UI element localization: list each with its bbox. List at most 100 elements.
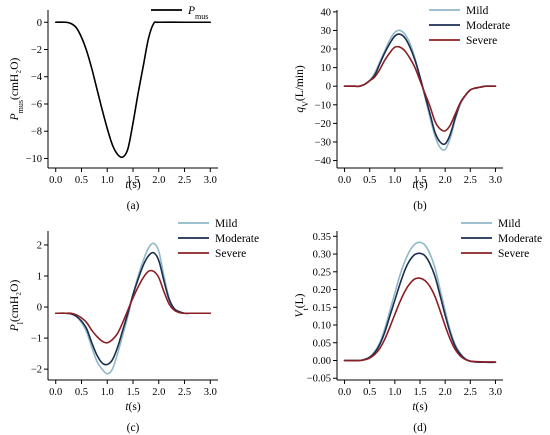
panel-d-x-label-unit: (s)	[416, 401, 428, 413]
panel-c-legend-moderate-label: Moderate	[215, 233, 259, 245]
panel-b-y-tick-label: 20	[321, 45, 332, 56]
panel-d-y-label: Vt(L)	[294, 293, 310, 317]
panel-c-y-label-unit: (cmH₂O)	[9, 280, 21, 322]
panel-b-y-label-unit: (L/min)	[294, 65, 306, 101]
panel-d-y-tick-label: 0.30	[313, 250, 331, 261]
panel-b-y-label-var: q	[294, 107, 306, 113]
panel-d-y-tick-label: −0.05	[307, 374, 331, 385]
panel-b-legend-moderate-label: Moderate	[466, 20, 510, 32]
panel-a-x-tick-label: 0.5	[75, 175, 88, 186]
panel-d-x-tick-label: 1.5	[413, 387, 426, 398]
panel-a-y-tick-label: 0	[37, 18, 42, 29]
panel-c-y-label-subscript: l	[16, 321, 25, 324]
panel-b-y-label-subscript: V	[301, 101, 310, 107]
panel-b-x-tick-label: 0.0	[338, 175, 351, 186]
panel-c-x-tick-label: 1.0	[101, 387, 114, 398]
panel-d-x-label-var: t	[412, 401, 416, 413]
panel-d-y-label-subscript: t	[301, 307, 310, 310]
panel-c-panel-label: (c)	[127, 422, 140, 434]
panel-a-legend-pmus-label-subscript: mus	[195, 12, 208, 21]
panel-c-y-tick-label: 1	[37, 272, 42, 283]
panel-b-legend-mild-label: Mild	[466, 5, 489, 17]
panel-c-legend-severe-label: Severe	[215, 248, 246, 260]
panel-a-y-tick-label: −8	[31, 127, 42, 138]
panel-c-legend-mild-label: Mild	[215, 218, 238, 230]
panel-d-x-tick-label: 2.0	[439, 387, 452, 398]
panel-a-y-tick-label: −10	[26, 154, 42, 165]
panel-d-x-tick-label: 1.0	[388, 387, 401, 398]
panel-c-x-tick-label: 0.0	[49, 387, 62, 398]
panel-b-x-tick-label: 2.5	[464, 175, 477, 186]
panel-a-legend-pmus-label-var: P	[187, 5, 195, 17]
panel-d-x-tick-label: 0.5	[363, 387, 376, 398]
panel-d-y-label-unit: (L)	[294, 293, 306, 308]
panel-c-x-tick-label: 0.5	[75, 387, 88, 398]
panel-a-x-tick-label: 3.0	[204, 175, 217, 186]
panel-d-y-tick-label: 0.15	[313, 303, 331, 314]
panel-b-y-tick-label: 30	[321, 26, 332, 37]
panel-a-y-label: Pmus(cmH₂O)	[9, 57, 25, 121]
panel-a-legend-pmus-label: Pmus	[187, 5, 208, 21]
panel-a-x-label: t(s)	[125, 179, 141, 191]
panel-d-y-tick-label: 0.00	[313, 356, 331, 367]
panel-b-series-severe-line	[343, 45, 497, 132]
panel-d: 0.0 0.5 1.0 1.5 2.0 2.5 3.0 0.35 0.30 0.25 0.20 0.1…	[294, 218, 542, 434]
panel-b-x-tick-label: 1.0	[388, 175, 401, 186]
panel-c-y-tick-label: 2	[37, 240, 42, 251]
panel-d-x-label: t(s)	[412, 401, 428, 413]
panel-b-panel-label: (b)	[413, 200, 427, 212]
panel-c-x-tick-label: 2.5	[178, 387, 191, 398]
panel-d-y-tick-label: 0.35	[313, 232, 331, 243]
panel-c-y-tick-label: −1	[31, 334, 42, 345]
panel-c-y-label: Pl(cmH₂O)	[9, 280, 25, 333]
panel-a-x-tick-label: 0.0	[49, 175, 62, 186]
panel-a-y-label-var: P	[9, 113, 21, 121]
panel-d-y-tick-label: 0.20	[313, 285, 331, 296]
panel-d-x-tick-label: 0.0	[338, 387, 351, 398]
panel-b-x-label-var: t	[412, 179, 416, 191]
panel-c-x-label-var: t	[125, 401, 129, 413]
panel-b-x-tick-label: 0.5	[363, 175, 376, 186]
panel-a-y-tick-label: −6	[31, 99, 42, 110]
panel-a-x-tick-label: 2.5	[178, 175, 191, 186]
panel-a-series-pmus-line	[54, 21, 212, 159]
panel-c-y-tick-label: −2	[31, 365, 42, 376]
panel-c-x-tick-label: 2.0	[152, 387, 165, 398]
panel-b-y-tick-label: −40	[315, 156, 331, 167]
panel-b-y-tick-label: −10	[315, 100, 331, 111]
panel-c: 0.0 0.5 1.0 1.5 2.0 2.5 3.0 2 1 0 −1 −2 Mild Moderate…	[9, 218, 259, 434]
panel-b-x-tick-label: 1.5	[413, 175, 426, 186]
panel-b-y-tick-label: −30	[315, 137, 331, 148]
panel-c-x-tick-label: 3.0	[204, 387, 217, 398]
panel-a-y-tick-label: −2	[31, 45, 42, 56]
panel-b-x-label: t(s)	[412, 179, 428, 191]
panel-b: 0.0 0.5 1.0 1.5 2.0 2.5 3.0 40 30 20 10 0 −10 −20 −30 −…	[294, 5, 510, 212]
panel-a-x-tick-label: 2.0	[152, 175, 165, 186]
panel-b-y-tick-label: 40	[321, 7, 332, 18]
panel-b-y-tick-label: −20	[315, 119, 331, 130]
panel-d-x-tick-label: 3.0	[489, 387, 502, 398]
panel-a-x-label-var: t	[125, 179, 129, 191]
panel-a-x-tick-label: 1.5	[126, 175, 139, 186]
panel-b-y-tick-label: 0	[326, 82, 331, 93]
panel-d-legend-severe-label: Severe	[498, 248, 529, 260]
panel-d-legend-moderate-label: Moderate	[498, 233, 542, 245]
panel-b-y-tick-label: 10	[321, 63, 332, 74]
panel-a-y-tick-label: −4	[31, 72, 43, 83]
panel-c-x-tick-label: 1.5	[126, 387, 139, 398]
panel-d-legend-mild-label: Mild	[498, 218, 521, 230]
panel-a: 0.0 0.5 1.0 1.5 2.0 2.5 3.00−2−4−6−8−10PmusPmu…	[9, 5, 218, 212]
panel-c-y-tick-label: 0	[37, 303, 42, 314]
panel-c-x-label: t(s)	[125, 401, 141, 413]
panel-d-panel-label: (d)	[413, 422, 427, 434]
panel-a-y-label-unit: (cmH₂O)	[9, 57, 21, 99]
panel-d-y-tick-label: 0.25	[313, 267, 331, 278]
panel-b-y-label: qV(L/min)	[294, 65, 310, 112]
panel-b-legend-severe-label: Severe	[466, 35, 497, 47]
panel-d-x-tick-label: 2.5	[464, 387, 477, 398]
panel-c-series-severe-line	[54, 269, 212, 344]
panel-a-y-label-subscript: mus	[16, 100, 25, 113]
panel-c-x-label-unit: (s)	[129, 401, 141, 413]
